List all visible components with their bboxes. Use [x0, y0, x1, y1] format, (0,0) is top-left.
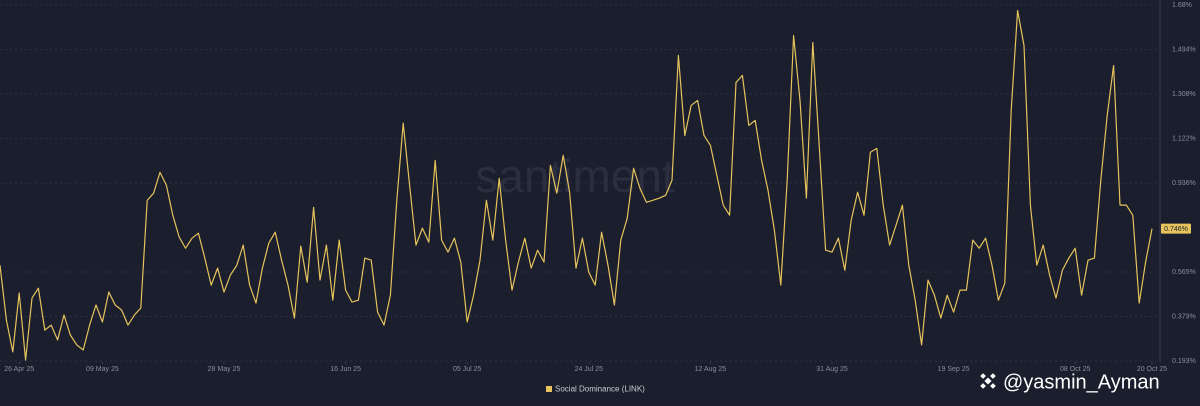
legend-label: Social Dominance (LINK): [555, 385, 645, 394]
y-tick-label: 0.379%: [1172, 313, 1196, 320]
x-tick-label: 26 Apr 25: [4, 366, 34, 373]
y-tick-label: 0.565%: [1172, 269, 1196, 276]
x-tick-label: 20 Oct 25: [1137, 366, 1167, 373]
y-tick-label: 1.494%: [1172, 46, 1196, 53]
x-tick-label: 28 May 25: [208, 366, 241, 373]
data-line: [0, 9, 1153, 361]
y-tick-label: 0.193%: [1172, 358, 1196, 365]
x-tick-label: 19 Sep 25: [938, 366, 970, 373]
x-tick-label: 08 Oct 25: [1060, 366, 1090, 373]
watermark: santiment: [475, 150, 675, 202]
x-tick-label: 05 Jul 25: [453, 366, 482, 373]
y-tick-label: 1.122%: [1172, 135, 1196, 142]
x-tick-label: 12 Aug 25: [695, 366, 727, 373]
legend-swatch: [546, 386, 552, 392]
x-tick-label: 31 Aug 25: [816, 366, 848, 373]
last-value-label: 0.746%: [1164, 226, 1188, 233]
y-tick-label: 1.308%: [1172, 91, 1196, 98]
x-tick-label: 09 May 25: [86, 366, 119, 373]
y-tick-label: 0.936%: [1172, 180, 1196, 187]
credit-text: @yasmin_Ayman: [1003, 371, 1160, 393]
x-tick-label: 16 Jun 25: [330, 366, 361, 373]
y-tick-label: 1.68%: [1172, 2, 1192, 9]
last-value-box: [1161, 223, 1191, 234]
x-tick-label: 24 Jul 25: [575, 366, 604, 373]
